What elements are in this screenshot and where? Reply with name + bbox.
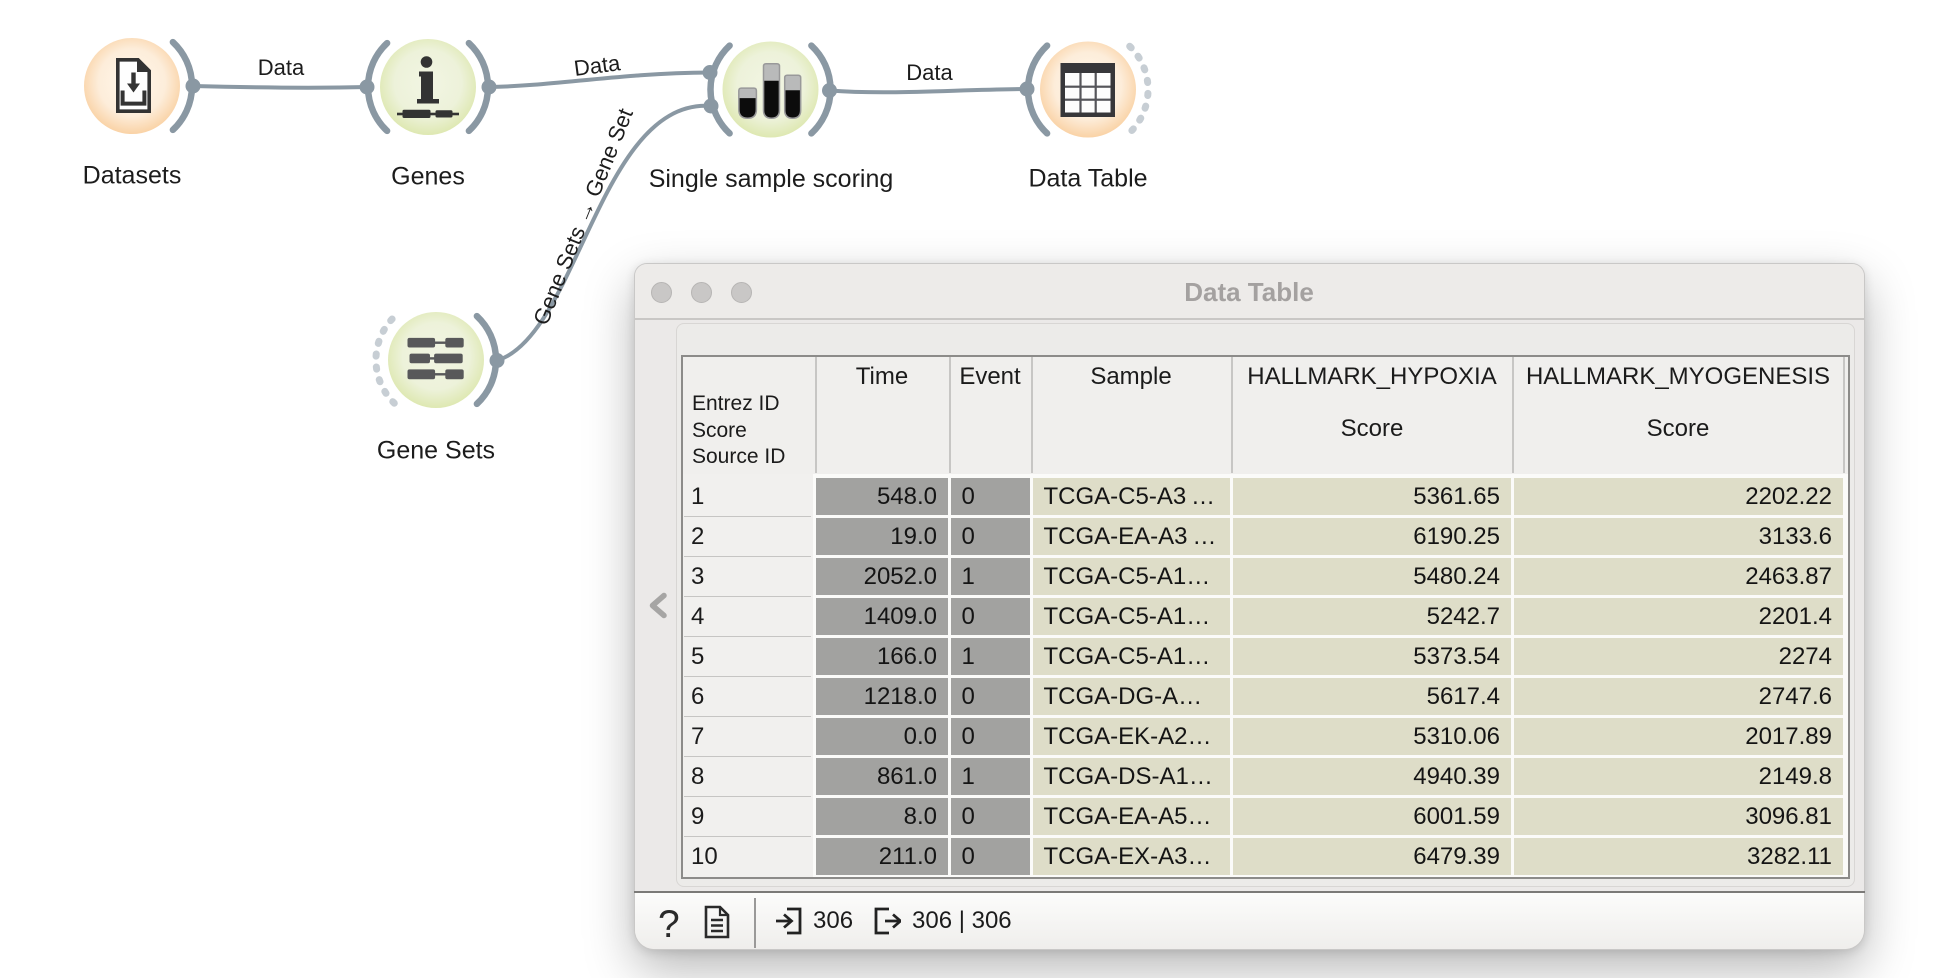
svg-text:Data Table: Data Table bbox=[1028, 165, 1147, 193]
svg-text:Data: Data bbox=[572, 50, 622, 81]
svg-text:Data: Data bbox=[906, 60, 953, 85]
svg-text:Gene Sets → Gene Set: Gene Sets → Gene Set bbox=[528, 105, 638, 329]
svg-text:Single sample scoring: Single sample scoring bbox=[649, 165, 894, 193]
svg-text:Gene Sets: Gene Sets bbox=[377, 437, 495, 465]
svg-text:Genes: Genes bbox=[391, 163, 465, 191]
svg-text:Datasets: Datasets bbox=[83, 162, 182, 190]
svg-text:Data: Data bbox=[258, 55, 305, 80]
